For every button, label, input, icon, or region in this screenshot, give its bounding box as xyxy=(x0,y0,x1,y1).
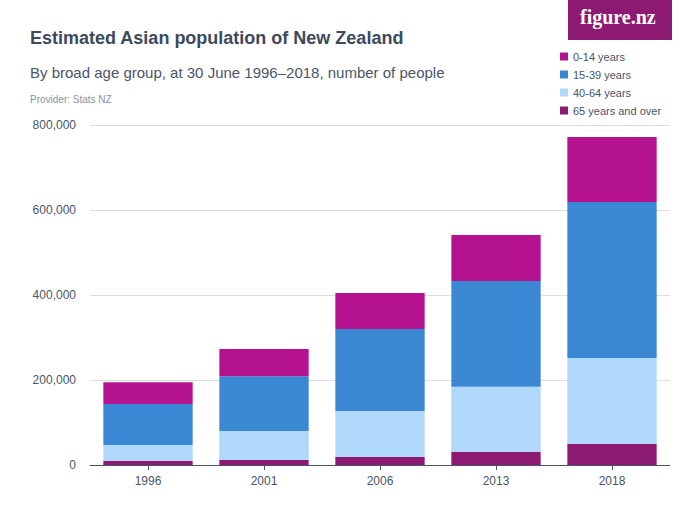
svg-text:600,000: 600,000 xyxy=(33,203,77,217)
svg-text:0: 0 xyxy=(69,458,76,472)
svg-text:2018: 2018 xyxy=(599,474,626,488)
svg-text:400,000: 400,000 xyxy=(33,288,77,302)
svg-text:2013: 2013 xyxy=(483,474,510,488)
svg-text:2006: 2006 xyxy=(367,474,394,488)
svg-text:200,000: 200,000 xyxy=(33,373,77,387)
svg-text:1996: 1996 xyxy=(135,474,162,488)
svg-text:15-39 years: 15-39 years xyxy=(573,69,632,81)
svg-text:800,000: 800,000 xyxy=(33,118,77,132)
svg-text:Estimated Asian population of: Estimated Asian population of New Zealan… xyxy=(30,28,403,48)
svg-text:Provider: Stats NZ: Provider: Stats NZ xyxy=(30,94,112,105)
svg-text:40-64 years: 40-64 years xyxy=(573,87,632,99)
svg-text:By broad age group, at 30 June: By broad age group, at 30 June 1996–2018… xyxy=(30,64,445,81)
svg-text:0-14 years: 0-14 years xyxy=(573,51,625,63)
svg-text:2001: 2001 xyxy=(251,474,278,488)
svg-text:figure.nz: figure.nz xyxy=(580,6,656,29)
svg-text:65 years and over: 65 years and over xyxy=(573,105,661,117)
